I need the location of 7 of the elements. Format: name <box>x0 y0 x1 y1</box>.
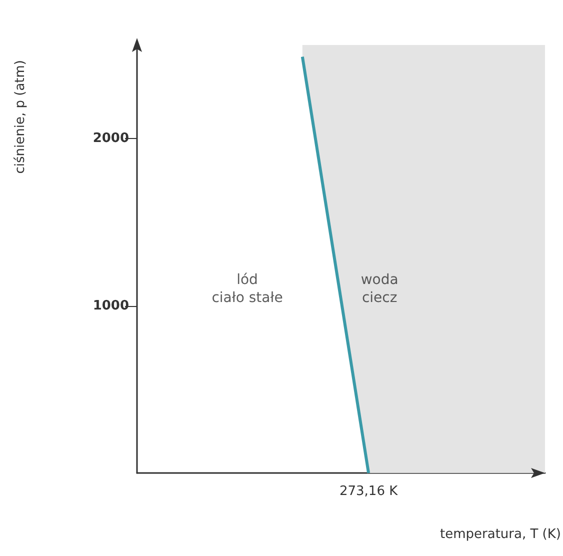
y-tick-label: 2000 <box>92 131 129 146</box>
y-axis-title: ciśnienie, p (atm) <box>13 60 28 174</box>
y-tick-label: 1000 <box>92 298 129 314</box>
annotation: woda ciecz <box>360 272 398 306</box>
x-tick-label: 273,16 K <box>339 484 398 499</box>
annotation: lód ciało stałe <box>212 272 283 306</box>
x-axis-title: temperatura, T (K) <box>440 527 561 542</box>
